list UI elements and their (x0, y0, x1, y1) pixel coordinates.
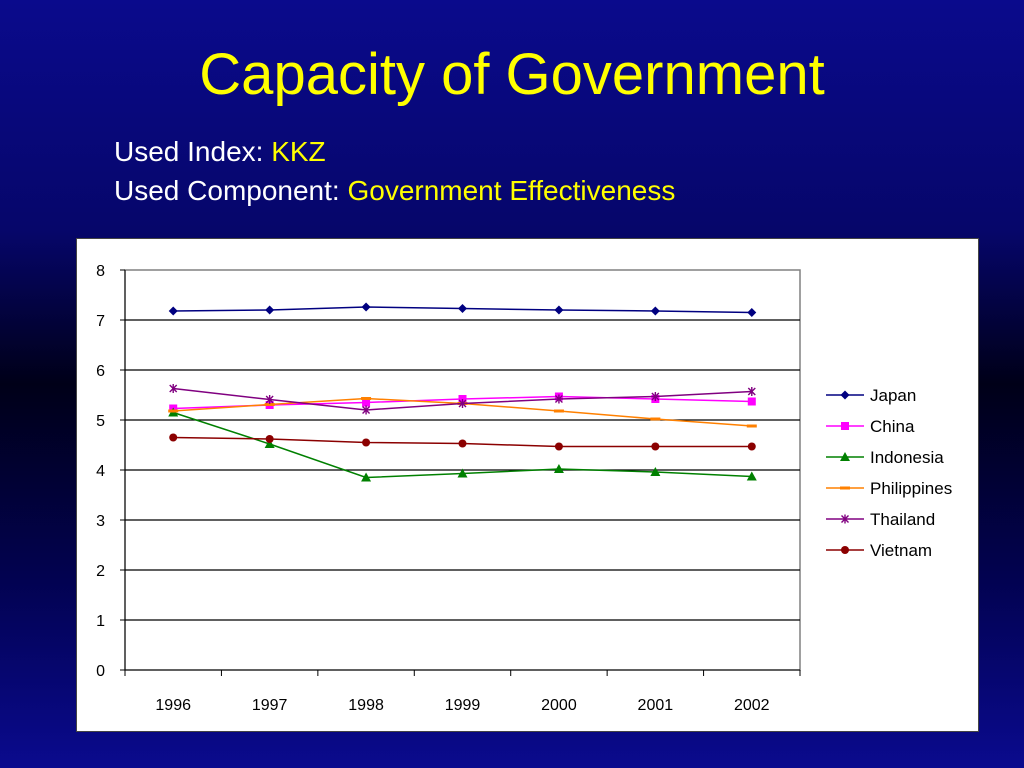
point-indonesia-1997 (264, 439, 275, 448)
point-thailand-1996 (169, 384, 178, 393)
legend-label-philippines: Philippines (870, 479, 952, 498)
y-tick-label-6: 6 (96, 363, 105, 380)
x-tick-label-1997: 1997 (252, 697, 288, 714)
legend-marker-philippines (840, 486, 850, 490)
slide-title: Capacity of Government (199, 42, 825, 107)
point-philippines-2001 (650, 417, 661, 421)
used-index-label: Used Index: (114, 136, 272, 167)
point-indonesia-2002 (746, 471, 757, 481)
point-japan-1999 (458, 304, 467, 313)
y-tick-label-0: 0 (96, 663, 105, 680)
point-philippines-1998 (361, 397, 372, 400)
point-china-1998 (362, 398, 371, 407)
point-vietnam-1997 (265, 435, 274, 443)
point-thailand-1998 (362, 405, 371, 415)
legend-label-japan: Japan (870, 386, 916, 405)
point-japan-2002 (747, 308, 757, 317)
legend-marker-thailand (841, 514, 849, 524)
point-philippines-2000 (553, 409, 564, 413)
point-vietnam-2000 (554, 442, 563, 451)
legend-label-thailand: Thailand (870, 510, 935, 529)
x-tick-label-2000: 2000 (541, 697, 577, 714)
used-component-label: Used Component: (114, 175, 348, 206)
y-tick-label-8: 8 (96, 263, 105, 280)
y-tick-label-3: 3 (96, 513, 105, 530)
line-chart: 0 1 2 3 4 5 6 7 8 1996 1997 1998 1999 2000 2001 2002 Jap… (96, 263, 952, 714)
y-tick-label-7: 7 (96, 313, 105, 330)
y-tick-label-1: 1 (96, 613, 105, 630)
legend-marker-japan (840, 390, 850, 400)
point-vietnam-2001 (651, 442, 660, 451)
legend-label-china: China (870, 417, 915, 436)
point-thailand-1999 (458, 399, 467, 408)
point-japan-2000 (554, 305, 564, 315)
point-indonesia-2000 (553, 464, 564, 473)
x-tick-label-1996: 1996 (155, 697, 191, 714)
point-vietnam-2002 (747, 442, 756, 451)
legend-marker-china (841, 422, 849, 430)
chart-panel: 0 1 2 3 4 5 6 7 8 1996 1997 1998 1999 2000 2001 2002 Jap… (76, 238, 979, 732)
point-indonesia-1999 (457, 468, 468, 478)
y-tick-label-2: 2 (96, 563, 105, 580)
y-tick-label-4: 4 (96, 463, 105, 480)
point-vietnam-1999 (458, 439, 467, 448)
x-tick-label-1998: 1998 (348, 697, 384, 714)
legend-marker-vietnam (841, 546, 849, 554)
point-thailand-1997 (265, 395, 274, 404)
point-vietnam-1996 (169, 433, 178, 442)
used-component-line: Used Component: Government Effectiveness (114, 173, 675, 209)
x-tick-label-1999: 1999 (445, 697, 481, 714)
used-component-value: Government Effectiveness (347, 175, 676, 206)
legend-label-vietnam: Vietnam (870, 541, 932, 560)
point-philippines-1996 (168, 409, 179, 413)
x-tick-label-2001: 2001 (638, 697, 674, 714)
legend-label-indonesia: Indonesia (870, 448, 944, 467)
point-philippines-1997 (264, 403, 275, 406)
point-vietnam-1998 (362, 438, 371, 447)
point-indonesia-1998 (361, 472, 372, 482)
point-china-2002 (747, 397, 756, 406)
point-thailand-2002 (747, 387, 756, 396)
x-tick-label-2002: 2002 (734, 697, 770, 714)
legend-marker-indonesia (840, 452, 850, 461)
point-japan-1997 (265, 305, 275, 315)
point-indonesia-2001 (650, 467, 661, 476)
used-index-value: KKZ (271, 136, 326, 167)
point-japan-1998 (361, 302, 371, 312)
point-japan-1996 (168, 306, 178, 316)
y-tick-label-5: 5 (96, 413, 105, 430)
point-japan-2001 (650, 306, 660, 316)
used-index-line: Used Index: KKZ (114, 134, 326, 170)
point-thailand-2000 (554, 394, 563, 404)
point-philippines-2002 (746, 424, 757, 428)
point-thailand-2001 (651, 392, 660, 401)
